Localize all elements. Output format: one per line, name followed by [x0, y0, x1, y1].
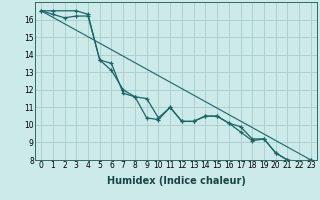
X-axis label: Humidex (Indice chaleur): Humidex (Indice chaleur) — [107, 176, 245, 186]
